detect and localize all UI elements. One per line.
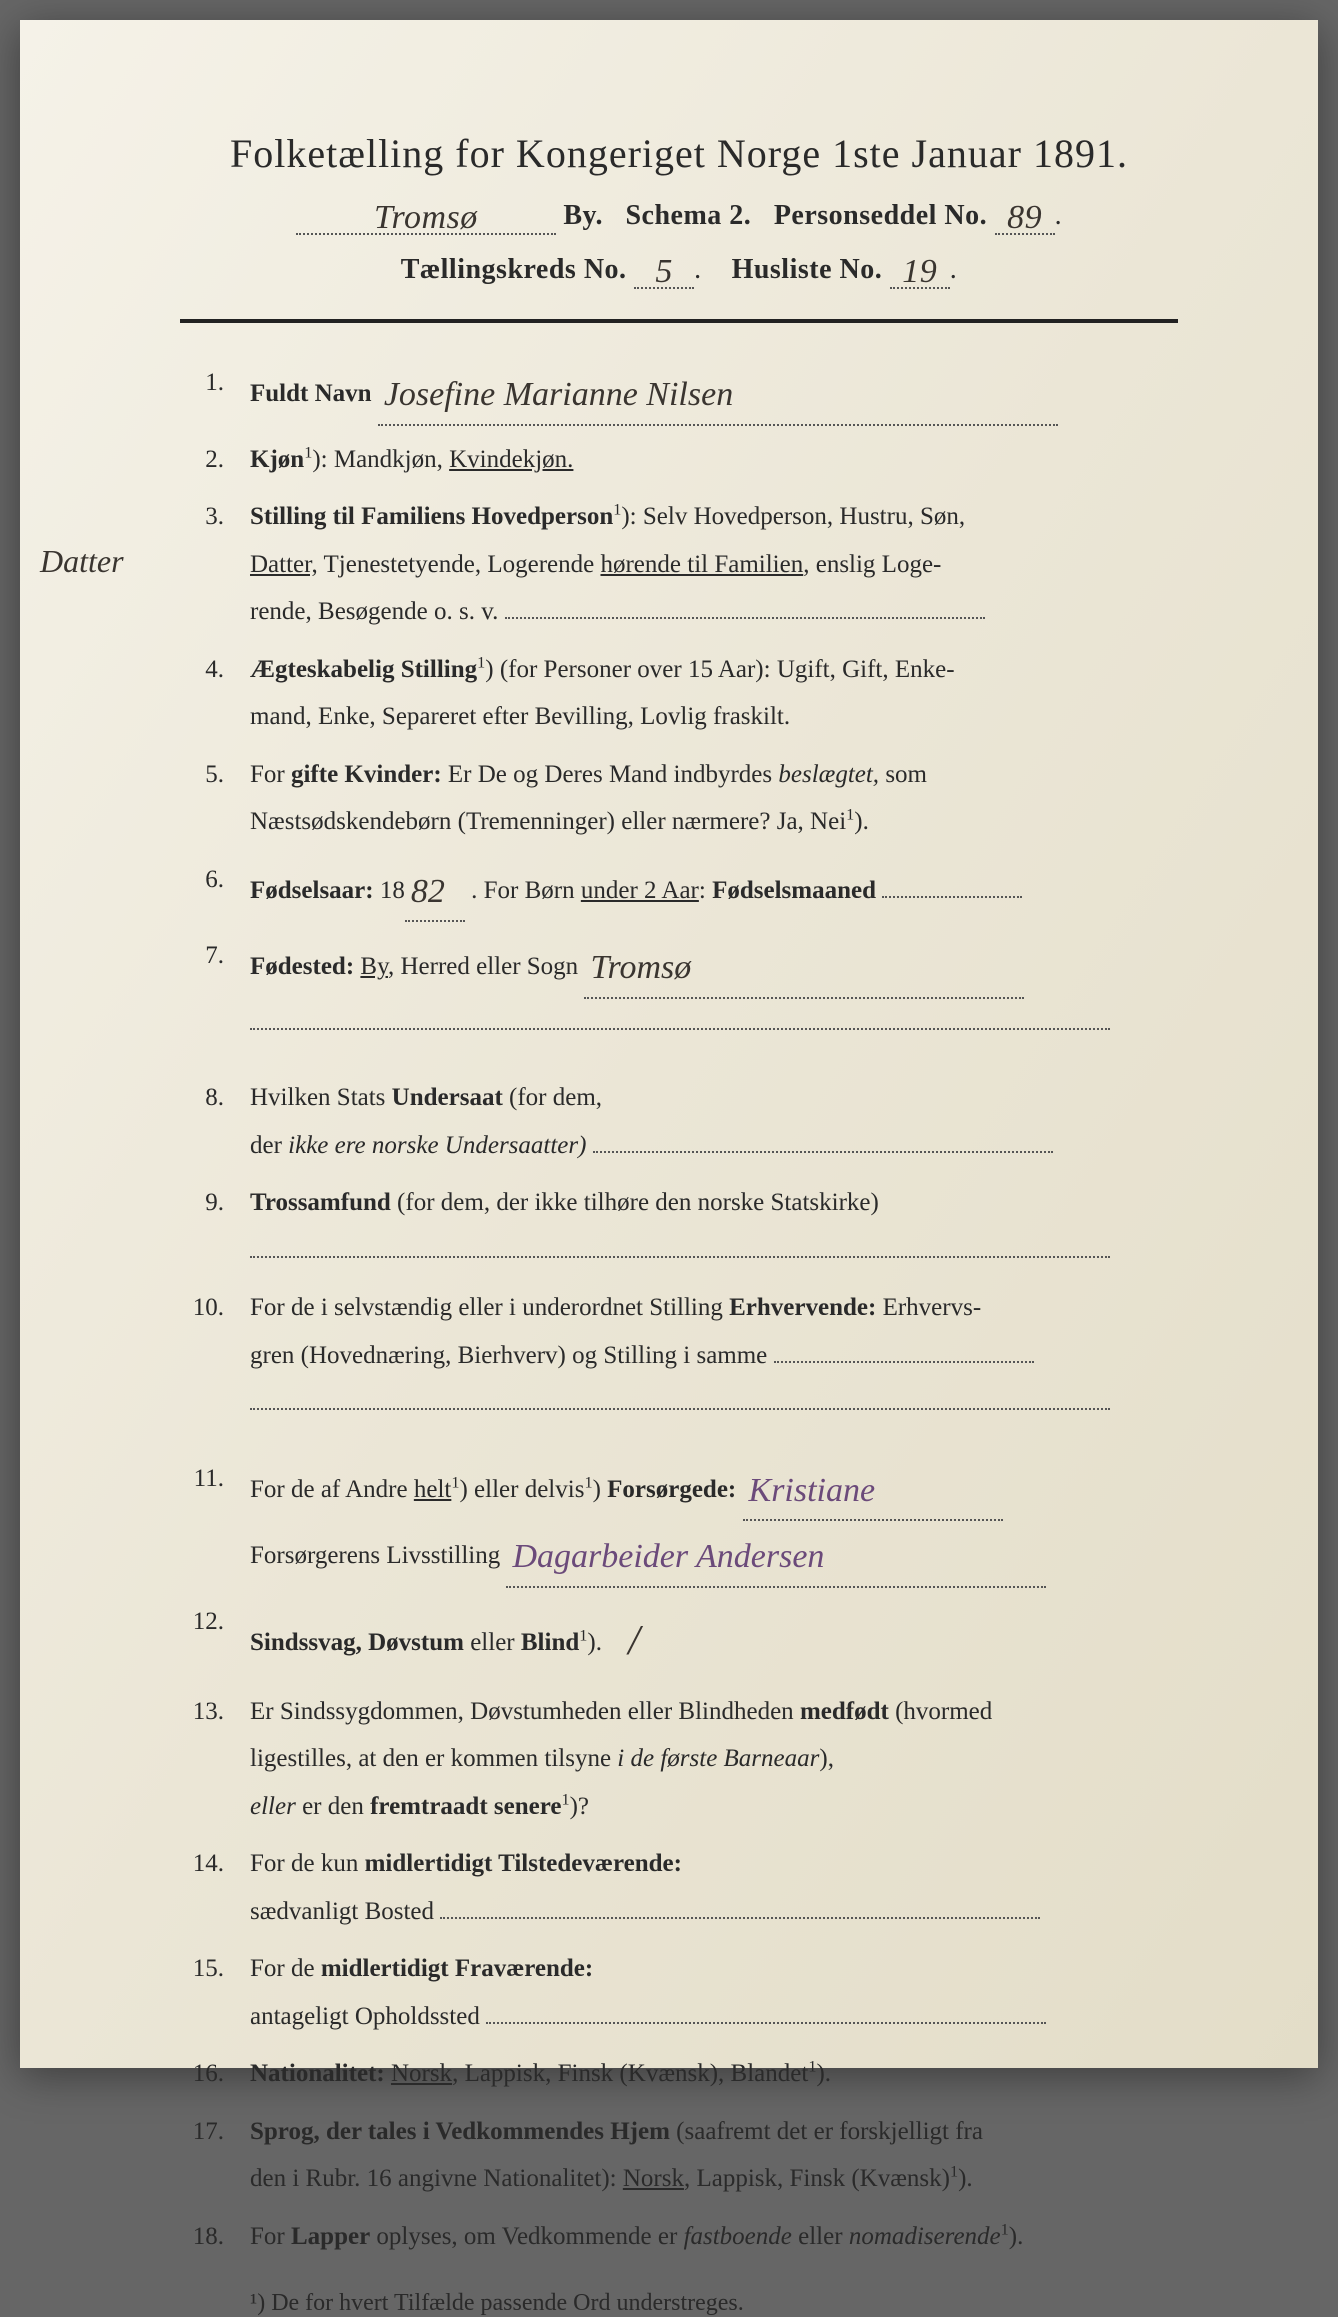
- item-12: 12. Sindssvag, Døvstum eller Blind1). /: [180, 1598, 1178, 1678]
- label-16: Nationalitet:: [250, 2060, 385, 2087]
- personseddel-no: 89: [1001, 199, 1048, 236]
- label-13: medfødt: [800, 1698, 889, 1725]
- form-title: Folketælling for Kongeriget Norge 1ste J…: [180, 130, 1178, 177]
- husliste-label: Husliste No.: [732, 254, 883, 285]
- label-10: Erhvervende:: [729, 1294, 876, 1321]
- item-6: 6. Fødselsaar: 1882 . For Børn under 2 A…: [180, 856, 1178, 923]
- city-handwritten: Tromsø: [368, 199, 484, 236]
- kreds-no: 5: [649, 253, 679, 290]
- item-17: 17. Sprog, der tales i Vedkommendes Hjem…: [180, 2108, 1178, 2203]
- label-3: Stilling til Familiens Hovedperson: [250, 503, 613, 530]
- item-4: 4. Ægteskabelig Stilling1) (for Personer…: [180, 646, 1178, 741]
- label-4: Ægteskabelig Stilling: [250, 656, 477, 683]
- label-7: Fødested:: [250, 953, 354, 980]
- item-15: 15. For de midlertidigt Fraværende: anta…: [180, 1945, 1178, 2040]
- item-9: 9. Trossamfund (for dem, der ikke tilhør…: [180, 1179, 1178, 1274]
- item-18: 18. For Lapper oplyses, om Vedkommende e…: [180, 2213, 1178, 2261]
- schema-label: Schema 2.: [625, 200, 751, 231]
- margin-note-datter: Datter: [40, 531, 124, 592]
- item-8: 8. Hvilken Stats Undersaat (for dem, der…: [180, 1074, 1178, 1169]
- birth-year: 82: [405, 873, 451, 910]
- kreds-line: Tællingskreds No. 5. Husliste No. 19.: [180, 249, 1178, 289]
- label-15: midlertidigt Fraværende:: [321, 1955, 593, 1982]
- census-form-page: Folketælling for Kongeriget Norge 1ste J…: [20, 20, 1318, 2068]
- item-14: 14. For de kun midlertidigt Tilstedevære…: [180, 1840, 1178, 1935]
- by-label: By.: [563, 200, 603, 231]
- item-2: 2. Kjøn1): Mandkjøn, Kvindekjøn.: [180, 436, 1178, 484]
- label-6: Fødselsaar:: [250, 877, 374, 904]
- city-schema-line: Tromsø By. Schema 2. Personseddel No. 89…: [180, 195, 1178, 235]
- item-16: 16. Nationalitet: Norsk, Lappisk, Finsk …: [180, 2050, 1178, 2098]
- husliste-no: 19: [896, 253, 943, 290]
- birthplace-value: Tromsø: [584, 949, 697, 986]
- label-11: Forsørgede:: [607, 1476, 736, 1503]
- form-header: Folketælling for Kongeriget Norge 1ste J…: [180, 130, 1178, 289]
- form-items: 1. Fuldt Navn Josefine Marianne Nilsen 2…: [180, 359, 1178, 2260]
- item-3: Datter 3. Stilling til Familiens Hovedpe…: [180, 493, 1178, 636]
- label-8: Undersaat: [392, 1084, 503, 1111]
- livsstilling-value: Dagarbeider Andersen: [506, 1538, 830, 1575]
- label-14: midlertidigt Tilstedeværende:: [365, 1850, 682, 1877]
- name-value: Josefine Marianne Nilsen: [378, 376, 739, 413]
- label-17: Sprog, der tales i Vedkommendes Hjem: [250, 2118, 670, 2145]
- label-2: Kjøn: [250, 446, 304, 473]
- slash-mark: /: [608, 1618, 646, 1664]
- item-7: 7. Fødested: By, Herred eller Sogn Troms…: [180, 932, 1178, 1046]
- forsorgede-value: Kristiane: [743, 1472, 882, 1509]
- label-18: Lapper: [291, 2223, 370, 2250]
- item-5: 5. For gifte Kvinder: Er De og Deres Man…: [180, 751, 1178, 846]
- kvindekjon: Kvindekjøn.: [449, 446, 573, 473]
- item-13: 13. Er Sindssygdommen, Døvstumheden elle…: [180, 1688, 1178, 1831]
- label-1: Fuldt Navn: [250, 380, 372, 407]
- divider: [180, 319, 1178, 323]
- label-9: Trossamfund: [250, 1189, 391, 1216]
- label-12: Sindssvag, Døvstum: [250, 1629, 464, 1656]
- item-1: 1. Fuldt Navn Josefine Marianne Nilsen: [180, 359, 1178, 426]
- label-5: gifte Kvinder:: [291, 761, 442, 788]
- item-11: 11. For de af Andre helt1) eller delvis1…: [180, 1455, 1178, 1588]
- kreds-label: Tællingskreds No.: [401, 254, 627, 285]
- footnote: ¹) De for hvert Tilfælde passende Ord un…: [180, 2290, 1178, 2317]
- item-10: 10. For de i selvstændig eller i underor…: [180, 1284, 1178, 1427]
- personseddel-label: Personseddel No.: [774, 200, 987, 231]
